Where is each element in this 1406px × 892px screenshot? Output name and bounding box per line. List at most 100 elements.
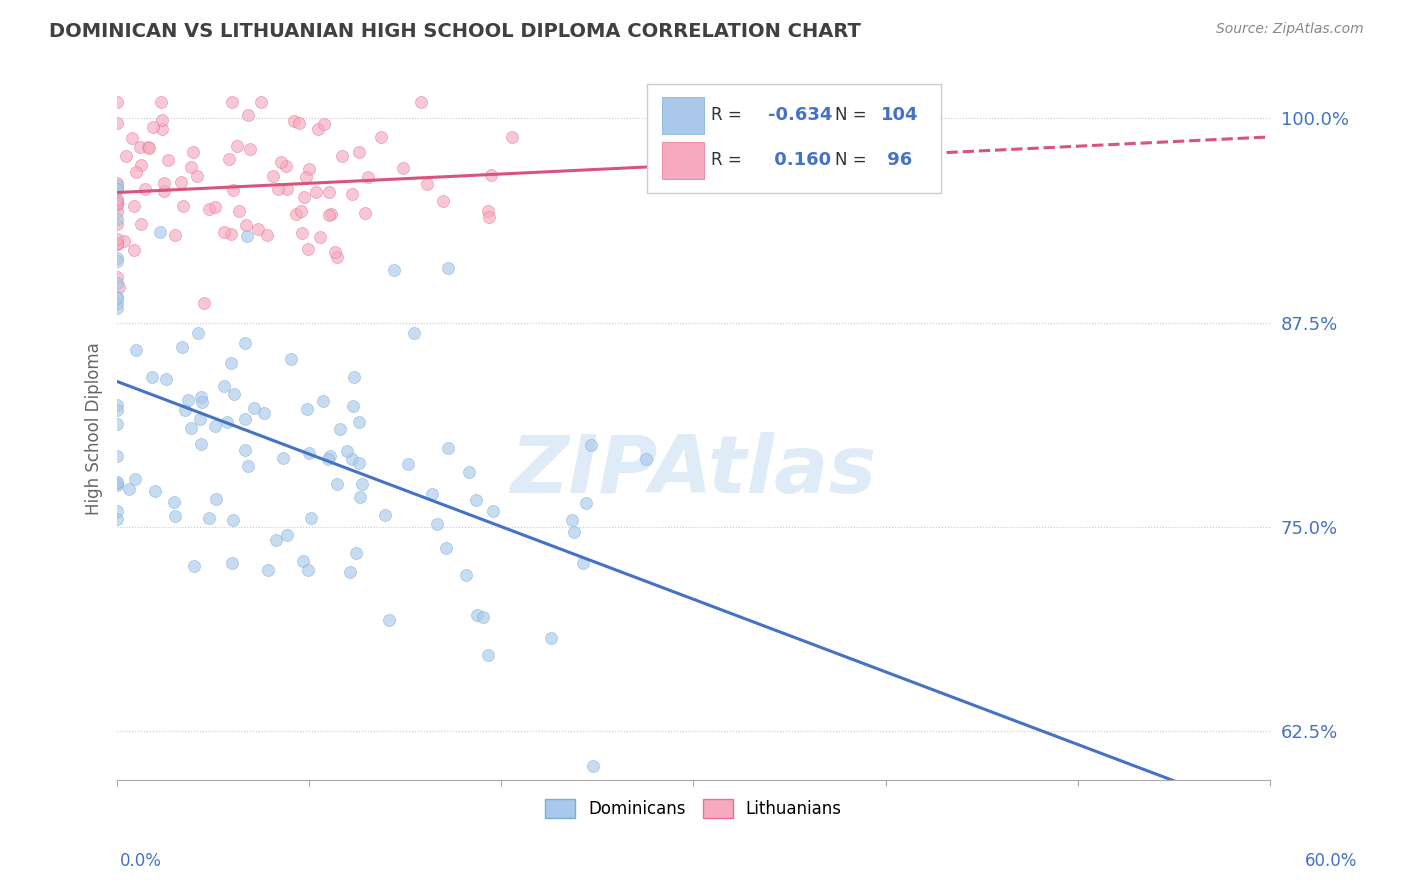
Text: 60.0%: 60.0% xyxy=(1305,852,1357,870)
Point xyxy=(152,176,174,190)
Point xyxy=(198,510,221,524)
Point xyxy=(571,557,593,571)
Text: R =: R = xyxy=(711,106,747,124)
Point xyxy=(180,160,202,174)
Point xyxy=(235,229,257,244)
Point xyxy=(477,204,499,219)
Point xyxy=(204,418,226,433)
Point xyxy=(105,217,128,231)
Point xyxy=(180,421,202,435)
Point xyxy=(212,379,235,393)
Point xyxy=(382,263,405,277)
Point xyxy=(561,513,583,527)
Point xyxy=(297,563,319,577)
Point xyxy=(540,632,562,646)
Point xyxy=(118,482,141,496)
Text: Source: ZipAtlas.com: Source: ZipAtlas.com xyxy=(1216,22,1364,37)
Point xyxy=(105,194,128,208)
Point xyxy=(105,477,128,491)
Point xyxy=(212,225,235,239)
Point xyxy=(285,207,308,221)
Point xyxy=(105,232,128,246)
Point xyxy=(153,184,176,198)
Point xyxy=(170,340,193,354)
Point xyxy=(134,182,156,196)
Point xyxy=(347,145,370,159)
Point xyxy=(562,524,585,539)
Point xyxy=(477,648,499,662)
Point xyxy=(294,169,316,184)
Point xyxy=(150,112,173,127)
Point xyxy=(150,121,173,136)
Point xyxy=(297,242,319,256)
Point xyxy=(105,276,128,290)
FancyBboxPatch shape xyxy=(662,97,704,134)
Point xyxy=(271,450,294,465)
Point xyxy=(105,182,128,196)
Point xyxy=(188,412,211,426)
Text: 96: 96 xyxy=(882,152,912,169)
Point xyxy=(138,141,160,155)
Point xyxy=(221,95,243,109)
Point xyxy=(221,512,243,526)
Point xyxy=(125,165,148,179)
Point xyxy=(283,114,305,128)
Point xyxy=(129,140,152,154)
Y-axis label: High School Diploma: High School Diploma xyxy=(86,343,103,516)
Point xyxy=(105,476,128,491)
Point xyxy=(163,508,186,523)
Point xyxy=(634,451,657,466)
Point xyxy=(236,458,259,473)
Point xyxy=(105,270,128,285)
Point xyxy=(105,475,128,490)
Point xyxy=(239,142,262,156)
Text: -0.634: -0.634 xyxy=(768,106,832,124)
FancyBboxPatch shape xyxy=(647,85,941,194)
Point xyxy=(352,477,374,491)
Point xyxy=(186,169,208,183)
Point xyxy=(142,120,165,134)
Point xyxy=(217,415,239,429)
Point xyxy=(415,177,437,191)
Point xyxy=(256,228,278,243)
Point xyxy=(264,533,287,548)
Point xyxy=(276,181,298,195)
Point xyxy=(323,245,346,260)
Point xyxy=(108,280,131,294)
Point xyxy=(353,206,375,220)
Point xyxy=(291,226,314,240)
Point xyxy=(149,225,172,239)
Point xyxy=(204,200,226,214)
Point xyxy=(105,397,128,411)
Point xyxy=(219,356,242,370)
Point xyxy=(105,181,128,195)
Point xyxy=(105,237,128,252)
Point xyxy=(307,121,329,136)
Point xyxy=(458,465,481,479)
Point xyxy=(262,169,284,184)
Point xyxy=(308,230,330,244)
Point xyxy=(319,207,342,221)
Point xyxy=(105,236,128,251)
Point xyxy=(478,211,501,225)
Point xyxy=(105,295,128,310)
Point xyxy=(124,472,146,486)
Point xyxy=(105,236,128,251)
Point xyxy=(409,95,432,109)
Point xyxy=(221,557,243,571)
Point xyxy=(181,145,204,159)
Point xyxy=(374,508,396,523)
Point xyxy=(121,131,143,145)
Point xyxy=(236,108,259,122)
Point xyxy=(155,372,177,386)
Point xyxy=(297,162,319,177)
Point xyxy=(105,512,128,526)
Point xyxy=(404,326,426,340)
Point xyxy=(579,438,602,452)
Point xyxy=(131,158,153,172)
Point xyxy=(299,511,322,525)
Point xyxy=(235,219,257,233)
Point xyxy=(349,490,371,504)
Point xyxy=(190,390,212,404)
Point xyxy=(267,182,290,196)
